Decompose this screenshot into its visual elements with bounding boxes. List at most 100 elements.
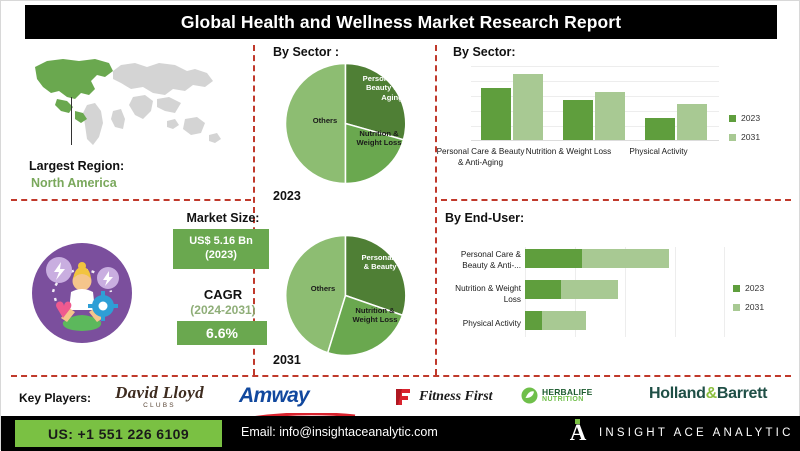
largest-region-value: North America bbox=[31, 176, 117, 190]
letter-a-logo-icon: A bbox=[569, 419, 587, 445]
cagr-value-box: 6.6% bbox=[177, 321, 267, 345]
pie-2031-label-others: Others bbox=[310, 284, 336, 293]
pie-2031-label-nutrition: Nutrition & Weight Loss bbox=[352, 306, 398, 325]
market-size-value: US$ 5.16 Bn bbox=[189, 235, 253, 248]
enduser-legend-label-2031: 2031 bbox=[745, 302, 765, 312]
logo-herbalife-sub: NUTRITION bbox=[542, 396, 584, 404]
bar-category-personal-care: Personal Care & Beauty & Anti-Aging bbox=[436, 147, 525, 167]
divider-horizontal-bottom bbox=[11, 375, 791, 377]
hbar-row-physical-activity bbox=[525, 311, 586, 330]
market-size-box: US$ 5.16 Bn (2023) bbox=[173, 229, 269, 269]
pie-2031-label-personal-care: Personal Care & Beauty &... bbox=[361, 253, 413, 272]
map-leader-line bbox=[71, 97, 72, 145]
logo-holland-barrett: Holland&Barrett bbox=[649, 385, 768, 403]
enduser-legend-item-2031: 2031 bbox=[733, 302, 764, 312]
logo-david-lloyd: David Lloyd CLUBS bbox=[97, 383, 222, 409]
bar-section-title: By Sector: bbox=[453, 45, 516, 59]
pie-section-title: By Sector : bbox=[273, 45, 339, 59]
hbar-category-physical-activity: Physical Activity bbox=[462, 319, 521, 328]
legend-label-2023: 2023 bbox=[741, 113, 761, 123]
bar-chart-legend: 2023 2031 bbox=[729, 113, 760, 151]
pie-chart-2031 bbox=[283, 233, 408, 363]
email-text[interactable]: Email: info@insightaceanalytic.com bbox=[241, 425, 438, 439]
bar-group-nutrition bbox=[563, 92, 625, 140]
logo-holland-barrett-name2: Barrett bbox=[716, 385, 768, 402]
enduser-legend-item-2023: 2023 bbox=[733, 283, 764, 293]
bar-category-nutrition: Nutrition & Weight Loss bbox=[525, 147, 612, 156]
cagr-label: CAGR bbox=[203, 287, 243, 302]
market-size-year: (2023) bbox=[205, 249, 237, 261]
bar-2023-physical-activity bbox=[645, 118, 675, 140]
wellness-illustration bbox=[23, 234, 141, 352]
pie-2023-label-others: Others bbox=[312, 116, 338, 125]
bar-group-physical-activity bbox=[645, 104, 707, 140]
hbar-2031-physical-activity bbox=[542, 311, 586, 330]
pie-chart-2023 bbox=[283, 61, 408, 191]
meditating-person-icon bbox=[32, 243, 132, 343]
legend-item-2023: 2023 bbox=[729, 113, 760, 123]
legend-swatch-2023 bbox=[729, 114, 736, 122]
bar-chart-axis bbox=[471, 140, 719, 141]
divider-horizontal-right bbox=[441, 199, 791, 201]
page-title: Global Health and Wellness Market Resear… bbox=[180, 11, 622, 32]
hbar-2023-physical-activity bbox=[525, 311, 542, 330]
herbalife-leaf-icon bbox=[521, 387, 538, 404]
brand-name: INSIGHT ACE ANALYTIC bbox=[599, 427, 794, 439]
world-map bbox=[17, 49, 235, 159]
bar-2031-nutrition bbox=[595, 92, 625, 140]
pie-2031-year: 2031 bbox=[273, 353, 301, 367]
legend-swatch-2031 bbox=[729, 133, 736, 141]
hbar-row-nutrition bbox=[525, 280, 618, 299]
bar-2031-physical-activity bbox=[677, 104, 707, 140]
bar-group-personal-care bbox=[481, 74, 543, 140]
enduser-legend-swatch-2031 bbox=[733, 303, 740, 311]
logo-holland-barrett-amp: & bbox=[705, 385, 718, 402]
legend-label-2031: 2031 bbox=[741, 132, 761, 142]
world-map-icon bbox=[35, 59, 221, 145]
logo-amway-name: Amway bbox=[239, 384, 310, 407]
pie-2023-label-personal-care: Personal Care & Beauty & Anti-Aging bbox=[362, 74, 422, 102]
market-size-label: Market Size: bbox=[186, 211, 260, 225]
logo-fitness-first: Fitness First bbox=[393, 387, 493, 407]
enduser-legend-label-2023: 2023 bbox=[745, 283, 765, 293]
hbar-category-personal-care: Personal Care & Beauty & Anti-... bbox=[460, 250, 521, 270]
bar-2031-personal-care bbox=[513, 74, 543, 140]
bar-category-physical-activity: Physical Activity bbox=[629, 147, 688, 156]
header-bar: Global Health and Wellness Market Resear… bbox=[25, 5, 777, 39]
enduser-chart-legend: 2023 2031 bbox=[733, 283, 764, 321]
bar-chart-by-end-user bbox=[525, 247, 725, 337]
north-america-highlight bbox=[35, 59, 113, 123]
logo-herbalife: HERBALIFE NUTRITION bbox=[521, 387, 592, 404]
phone-number: US: +1 551 226 6109 bbox=[47, 425, 190, 442]
key-players-label: Key Players: bbox=[19, 391, 92, 405]
fitness-first-mark-icon bbox=[396, 389, 410, 405]
pie-2023-year: 2023 bbox=[273, 189, 301, 203]
logo-fitness-first-name: Fitness First bbox=[419, 389, 493, 404]
hbar-row-personal-care bbox=[525, 249, 669, 268]
brand-logo: A INSIGHT ACE ANALYTIC bbox=[569, 419, 794, 445]
enduser-section-title: By End-User: bbox=[445, 211, 525, 225]
cagr-years: (2024-2031) bbox=[190, 303, 256, 317]
divider-vertical-right bbox=[435, 45, 437, 375]
largest-region-label: Largest Region: bbox=[29, 159, 125, 173]
enduser-legend-swatch-2023 bbox=[733, 284, 740, 292]
cagr-value: 6.6% bbox=[206, 325, 238, 341]
divider-horizontal-left bbox=[11, 199, 251, 201]
hbar-2031-personal-care bbox=[582, 249, 669, 268]
bar-2023-personal-care bbox=[481, 88, 511, 140]
legend-item-2031: 2031 bbox=[729, 132, 760, 142]
hbar-2023-nutrition bbox=[525, 280, 561, 299]
divider-vertical-left bbox=[253, 45, 255, 375]
logo-david-lloyd-name: David Lloyd bbox=[115, 383, 204, 402]
hbar-category-nutrition: Nutrition & Weight Loss bbox=[455, 284, 521, 304]
logo-holland-barrett-name1: Holland bbox=[649, 385, 706, 402]
hbar-2023-personal-care bbox=[525, 249, 582, 268]
bar-2023-nutrition bbox=[563, 100, 593, 140]
logo-accent-dot bbox=[575, 419, 580, 424]
logo-herbalife-name: HERBALIFE bbox=[542, 386, 593, 397]
phone-badge[interactable]: US: +1 551 226 6109 bbox=[15, 420, 222, 447]
hbar-2031-nutrition bbox=[561, 280, 618, 299]
pie-2023-label-nutrition: Nutrition & Weight Loss bbox=[356, 129, 402, 148]
logo-david-lloyd-sub: CLUBS bbox=[143, 402, 176, 409]
